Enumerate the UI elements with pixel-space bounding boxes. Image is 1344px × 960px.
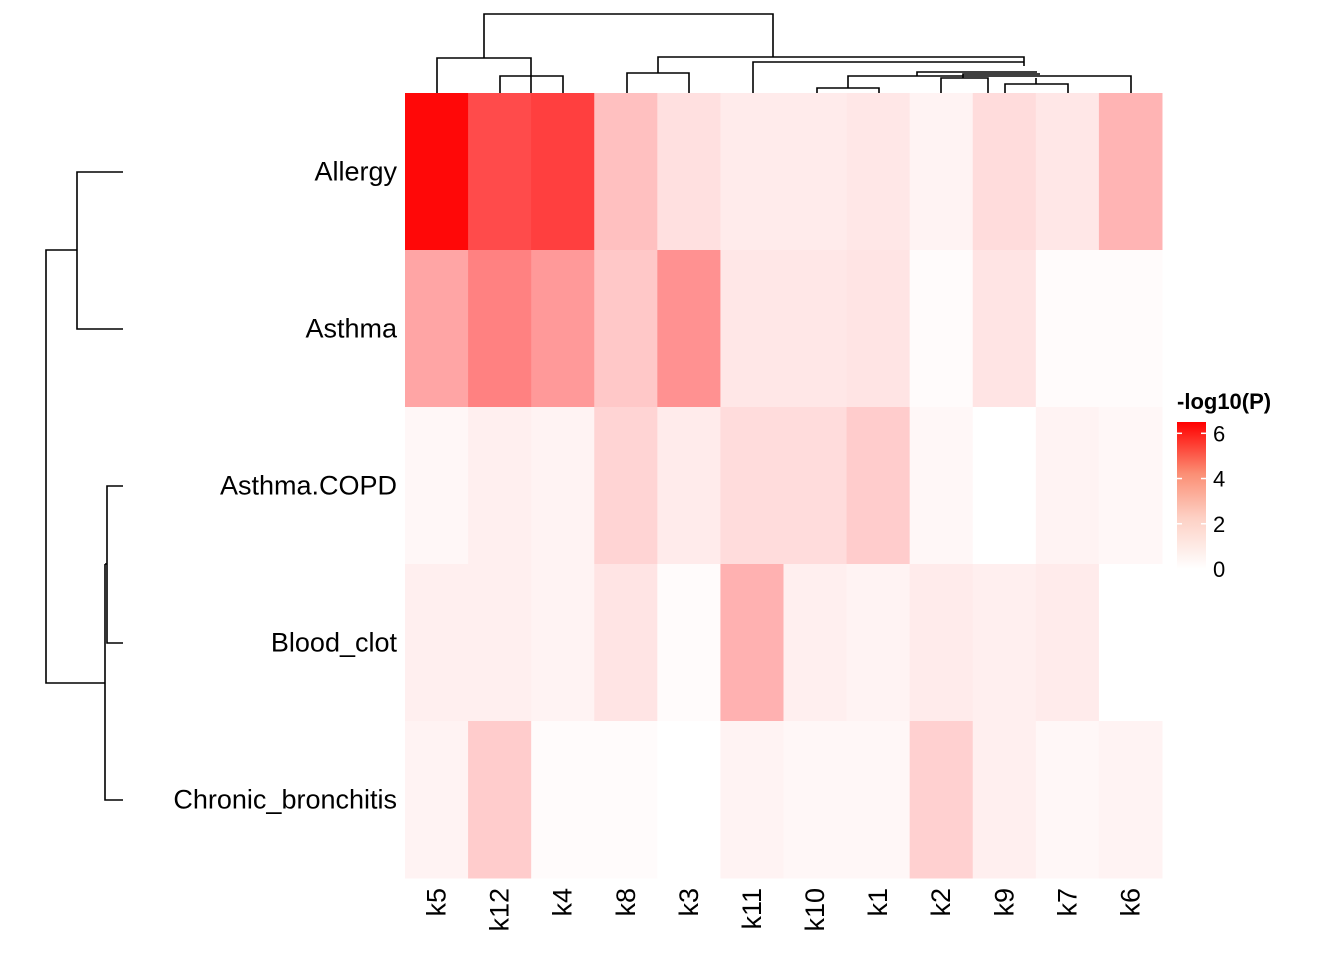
heatmap-cell-Asthma-k2 xyxy=(909,250,974,408)
heatmap-cell-Chronic_bronchitis-k8 xyxy=(594,721,658,879)
heatmap-cell-Blood_clot-k1 xyxy=(846,564,911,722)
heatmap-cell-Asthma.COPD-k7 xyxy=(1035,407,1100,565)
heatmap-cell-Chronic_bronchitis-k6 xyxy=(1098,721,1163,879)
heatmap-cell-Chronic_bronchitis-k7 xyxy=(1035,721,1100,879)
row-label: Allergy xyxy=(314,157,397,187)
legend: -log10(P) 0 2 4 6 xyxy=(1177,389,1271,582)
heatmap-cell-Allergy-k11 xyxy=(720,93,784,251)
column-label: k12 xyxy=(485,888,515,932)
heatmap-cell-Asthma-k12 xyxy=(468,250,532,408)
heatmap-cell-Chronic_bronchitis-k5 xyxy=(405,721,469,879)
heatmap-cell-Blood_clot-k9 xyxy=(972,564,1037,722)
legend-title: -log10(P) xyxy=(1177,389,1271,414)
column-label: k7 xyxy=(1052,888,1082,917)
heatmap-cell-Allergy-k2 xyxy=(909,93,974,251)
heatmap-cell-Blood_clot-k3 xyxy=(657,564,721,722)
column-dendrogram xyxy=(436,13,1132,93)
row-label: Blood_clot xyxy=(271,628,398,658)
heatmap-cell-Asthma-k8 xyxy=(594,250,658,408)
heatmap-cell-Blood_clot-k4 xyxy=(531,564,595,722)
column-label: k9 xyxy=(989,888,1019,917)
legend-tick-label: 2 xyxy=(1213,512,1225,537)
heatmap-cell-Blood_clot-k5 xyxy=(405,564,469,722)
heatmap-cell-Chronic_bronchitis-k9 xyxy=(972,721,1037,879)
heatmap-cell-Chronic_bronchitis-k2 xyxy=(909,721,974,879)
heatmap-cell-Blood_clot-k7 xyxy=(1035,564,1100,722)
heatmap-cell-Blood_clot-k2 xyxy=(909,564,974,722)
heatmap-cell-Blood_clot-k8 xyxy=(594,564,658,722)
heatmap-cell-Asthma-k5 xyxy=(405,250,469,408)
row-labels: Allergy Asthma Asthma.COPD Blood_clot Chroni… xyxy=(173,157,398,815)
heatmap-cell-Blood_clot-k6 xyxy=(1098,564,1163,722)
heatmap-cell-Asthma-k9 xyxy=(972,250,1037,408)
heatmap-cell-Asthma.COPD-k5 xyxy=(405,407,469,565)
heatmap-cell-Asthma.COPD-k9 xyxy=(972,407,1037,565)
heatmap-cell-Asthma-k10 xyxy=(783,250,848,408)
row-label: Asthma xyxy=(305,314,398,344)
heatmap-cell-Chronic_bronchitis-k1 xyxy=(846,721,911,879)
heatmap-cell-Allergy-k3 xyxy=(657,93,721,251)
heatmap-cell-Blood_clot-k11 xyxy=(720,564,784,722)
column-label: k4 xyxy=(548,888,578,917)
heatmap-cell-Asthma-k4 xyxy=(531,250,595,408)
heatmap-cell-Asthma.COPD-k10 xyxy=(783,407,848,565)
column-labels: k5 k12 k4 k8 k3 k11 k10 k1 k2 k9 k7 k6 xyxy=(422,888,1146,932)
heatmap-cell-Asthma.COPD-k8 xyxy=(594,407,658,565)
heatmap-cell-Asthma.COPD-k3 xyxy=(657,407,721,565)
legend-color-bar xyxy=(1177,422,1206,569)
heatmap-cell-Blood_clot-k12 xyxy=(468,564,532,722)
row-label: Asthma.COPD xyxy=(220,471,397,501)
heatmap-cell-Chronic_bronchitis-k3 xyxy=(657,721,721,879)
heatmap-cell-Blood_clot-k10 xyxy=(783,564,848,722)
row-label: Chronic_bronchitis xyxy=(173,785,397,815)
legend-ticks: 0 2 4 6 xyxy=(1177,421,1225,582)
heatmap-cell-Asthma-k3 xyxy=(657,250,721,408)
heatmap-cell-Allergy-k5 xyxy=(405,93,469,251)
column-label: k11 xyxy=(737,888,767,930)
legend-tick-label: 4 xyxy=(1213,467,1225,492)
heatmap-cell-Asthma-k6 xyxy=(1098,250,1163,408)
heatmap-cells xyxy=(405,93,1163,879)
heatmap-cell-Asthma.COPD-k1 xyxy=(846,407,911,565)
column-label: k10 xyxy=(800,888,830,932)
column-label: k6 xyxy=(1115,888,1145,917)
heatmap-cell-Chronic_bronchitis-k10 xyxy=(783,721,848,879)
heatmap-cell-Chronic_bronchitis-k11 xyxy=(720,721,784,879)
heatmap-cell-Asthma.COPD-k12 xyxy=(468,407,532,565)
heatmap-cell-Asthma-k1 xyxy=(846,250,911,408)
legend-tick-label: 0 xyxy=(1213,557,1225,582)
heatmap-cell-Asthma.COPD-k6 xyxy=(1098,407,1163,565)
heatmap-cell-Asthma-k11 xyxy=(720,250,784,408)
heatmap-cell-Allergy-k1 xyxy=(846,93,911,251)
heatmap-cell-Asthma.COPD-k4 xyxy=(531,407,595,565)
legend-tick-label: 6 xyxy=(1213,421,1225,446)
heatmap-cell-Chronic_bronchitis-k4 xyxy=(531,721,595,879)
heatmap-cell-Allergy-k4 xyxy=(531,93,595,251)
heatmap-cell-Allergy-k9 xyxy=(972,93,1037,251)
heatmap-cell-Asthma.COPD-k11 xyxy=(720,407,784,565)
column-label: k5 xyxy=(422,888,452,917)
heatmap-cell-Chronic_bronchitis-k12 xyxy=(468,721,532,879)
row-dendrogram xyxy=(45,171,123,801)
column-label: k1 xyxy=(863,888,893,917)
heatmap-cell-Allergy-k7 xyxy=(1035,93,1100,251)
heatmap-cell-Allergy-k12 xyxy=(468,93,532,251)
heatmap-cell-Allergy-k10 xyxy=(783,93,848,251)
heatmap-cell-Asthma-k7 xyxy=(1035,250,1100,408)
column-label: k8 xyxy=(611,888,641,917)
column-label: k3 xyxy=(674,888,704,917)
heatmap-cell-Asthma.COPD-k2 xyxy=(909,407,974,565)
column-label: k2 xyxy=(926,888,956,917)
heatmap-cell-Allergy-k8 xyxy=(594,93,658,251)
heatmap-cell-Allergy-k6 xyxy=(1098,93,1163,251)
